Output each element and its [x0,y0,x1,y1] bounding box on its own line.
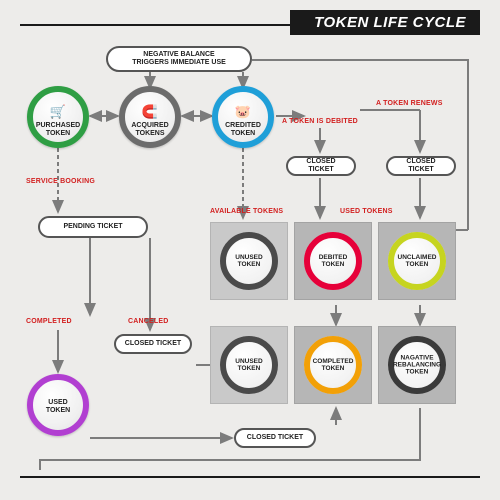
grid-neg-rebal: NAGATIVEREBALANCINGTOKEN [378,326,456,404]
page-title: TOKEN LIFE CYCLE [290,10,480,35]
grid-unused-a: UNUSEDTOKEN [210,222,288,300]
node-used: USEDTOKEN [27,374,89,436]
label-debited: A TOKEN IS DEBITED [282,118,358,125]
pill-closed-1: CLOSED TICKET [114,334,192,354]
label-service-booking: SERVICE BOOKING [26,178,95,185]
pill-negative-balance: NEGATIVE BALANCE TRIGGERS IMMEDIATE USE [106,46,252,72]
label-available: AVAILABLE TOKENS [210,208,283,215]
label-renews: A TOKEN RENEWS [376,100,443,107]
pill-closed-4: CLOSED TICKET [234,428,316,448]
magnet-icon: 🧲 [142,104,158,120]
pill-closed-3: CLOSED TICKET [386,156,456,176]
node-acquired: 🧲 ACQUIREDTOKENS [119,86,181,148]
label-used-tokens: USED TOKENS [340,208,393,215]
cart-icon: 🛒 [50,104,66,120]
pill-line1: NEGATIVE BALANCE [143,51,214,59]
node-purchased: 🛒 PURCHASEDTOKEN [27,86,89,148]
node-credited: 🐷 CREDITEDTOKEN [212,86,274,148]
pill-pending: PENDING TICKET [38,216,148,238]
pill-line2: TRIGGERS IMMEDIATE USE [132,59,226,67]
diagram-frame: TOKEN LIFE CYCLE [20,10,480,490]
label-completed: COMPLETED [26,318,72,325]
pill-closed-2: CLOSED TICKET [286,156,356,176]
grid-unclaimed: UNCLAIMEDTOKEN [378,222,456,300]
piggy-icon: 🐷 [235,104,251,120]
bottom-rule [20,476,480,478]
grid-completed: COMPLETEDTOKEN [294,326,372,404]
label-canceled: CANCELED [128,318,169,325]
grid-debited: DEBITEDTOKEN [294,222,372,300]
grid-unused-b: UNUSEDTOKEN [210,326,288,404]
